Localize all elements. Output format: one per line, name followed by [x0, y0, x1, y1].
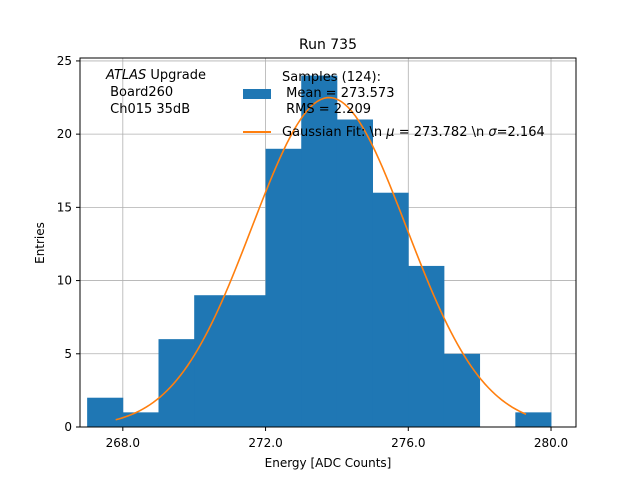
legend-fit-suffix: =2.164 — [497, 125, 545, 140]
y-tick-label-5: 25 — [57, 54, 72, 68]
y-tick-label-3: 15 — [57, 200, 72, 214]
legend-samples-line-1: Samples (124): — [282, 70, 381, 85]
gaussian-fit — [115, 96, 527, 421]
histogram-bar-7 — [336, 119, 374, 427]
axis-ticks: 268.0 272.0 276.0 280.0 0 5 10 15 20 25 — [57, 54, 568, 450]
histogram-bar-0 — [87, 397, 124, 427]
histogram-bar-3 — [194, 295, 231, 427]
legend-fit-prefix: Gaussian Fit: \n — [282, 125, 386, 140]
atlas-annotation: ATLAS Upgrade Board260 Ch015 35dB — [105, 68, 206, 117]
legend-samples-line-3: RMS = 2.209 — [282, 102, 371, 117]
x-axis-label: Energy [ADC Counts] — [265, 456, 392, 470]
x-tick-label-1: 272.0 — [248, 436, 282, 450]
histogram-bar-12 — [515, 412, 552, 427]
annotation-channel: Ch015 35dB — [106, 102, 190, 117]
histogram-bar-1 — [122, 412, 159, 427]
annotation-experiment-name: ATLAS — [105, 68, 146, 83]
legend-samples-swatch — [243, 89, 271, 99]
y-tick-label-0: 0 — [64, 420, 72, 434]
legend-fit-mid: = 273.782 \n — [395, 125, 489, 140]
histogram-bar-10 — [443, 353, 481, 427]
histogram-bar-8 — [372, 192, 409, 427]
x-tick-label-0: 268.0 — [106, 436, 140, 450]
histogram-bar-9 — [408, 265, 445, 427]
chart-title: Run 735 — [299, 37, 357, 53]
annotation-experiment-suffix: Upgrade — [146, 68, 206, 83]
legend-fit-label: Gaussian Fit: \n μ = 273.782 \n σ=2.164 — [282, 125, 545, 140]
legend: Samples (124): Mean = 273.573 RMS = 2.20… — [243, 70, 545, 140]
histogram-bars — [87, 75, 552, 428]
legend-fit-sigma: σ — [488, 125, 497, 140]
y-axis-label: Entries — [33, 222, 47, 264]
axes-frame — [79, 57, 577, 428]
legend-samples-line-2: Mean = 273.573 — [282, 86, 394, 101]
y-tick-label-4: 20 — [57, 127, 72, 141]
histogram-bar-4 — [229, 295, 266, 427]
gaussian-fit-curve — [115, 96, 527, 421]
y-tick-label-2: 10 — [57, 274, 72, 288]
annotation-board: Board260 — [106, 85, 173, 100]
legend-fit-mu: μ — [385, 125, 394, 140]
y-tick-label-1: 5 — [64, 347, 72, 361]
annotation-experiment: ATLAS Upgrade — [105, 68, 206, 83]
x-tick-label-2: 276.0 — [391, 436, 425, 450]
histogram-bar-2 — [158, 339, 195, 427]
x-tick-label-3: 280.0 — [534, 436, 568, 450]
histogram-bar-6 — [301, 75, 338, 428]
histogram-bar-5 — [265, 148, 302, 428]
